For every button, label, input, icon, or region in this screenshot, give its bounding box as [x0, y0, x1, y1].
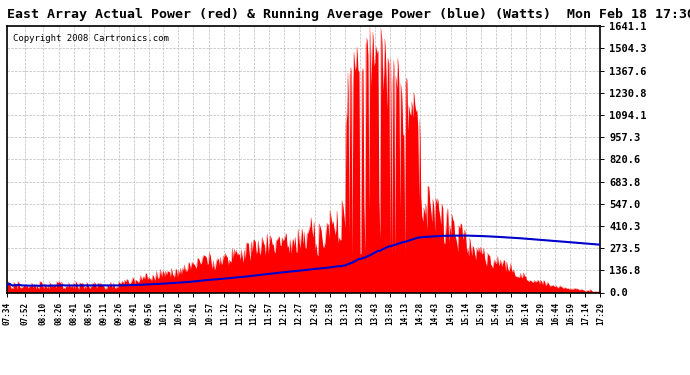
Text: East Array Actual Power (red) & Running Average Power (blue) (Watts)  Mon Feb 18: East Array Actual Power (red) & Running … [7, 8, 690, 21]
Text: Copyright 2008 Cartronics.com: Copyright 2008 Cartronics.com [13, 34, 169, 43]
